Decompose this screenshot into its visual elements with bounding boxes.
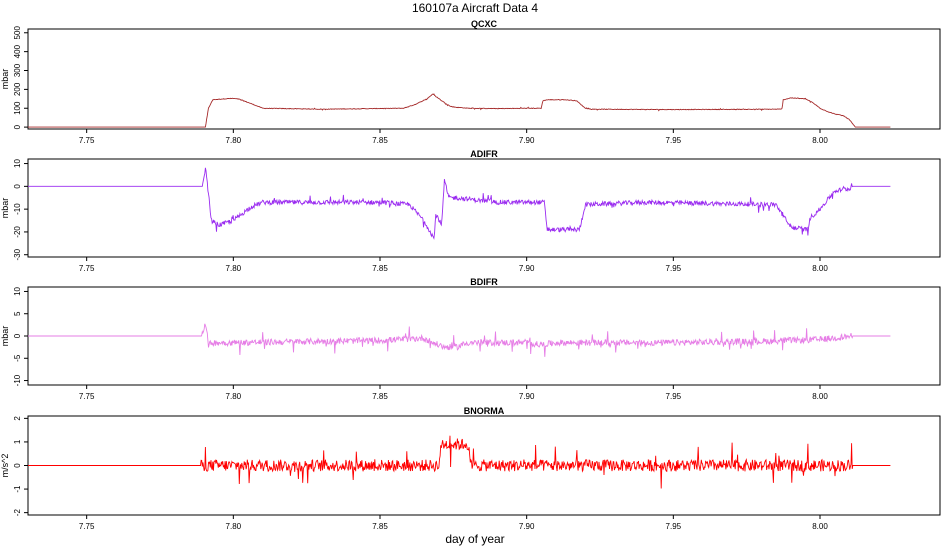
series-line [28, 435, 891, 489]
y-axis-label: m/s^2 [0, 454, 10, 478]
y-tick-label: 2 [13, 416, 22, 421]
x-tick-label: 7.80 [226, 136, 242, 145]
x-tick-label: 7.80 [226, 264, 242, 273]
panel-title: BDIFR [470, 277, 498, 287]
y-tick-label: -10 [13, 203, 22, 215]
y-axis-label: mbar [0, 198, 10, 219]
y-tick-label: -1 [13, 485, 22, 493]
series-line [28, 167, 891, 240]
x-tick-label: 7.75 [79, 136, 95, 145]
series-line [28, 323, 891, 357]
x-tick-label: 7.80 [226, 392, 242, 401]
x-tick-label: 8.00 [812, 392, 828, 401]
x-tick-label: 7.85 [372, 392, 388, 401]
panel-bnorma: BNORMA m/s^2 7.75 7.80 7.85 7.90 7.95 8.00 -2 -1 0… [0, 406, 941, 531]
x-tick-label: 7.95 [666, 264, 682, 273]
panel-qcxc: QCXC mbar 7.75 7.80 7.85 7.90 7.95 8.00 0 100 200 3… [0, 19, 941, 145]
x-tick-label: 7.85 [372, 264, 388, 273]
panel-adifr: ADIFR mbar 7.75 7.80 7.85 7.90 7.95 8.00 -30 -20 -… [0, 149, 941, 273]
x-tick-label: 8.00 [812, 522, 828, 531]
figure-title: 160107a Aircraft Data 4 [412, 1, 538, 15]
y-tick-label: -2 [13, 509, 22, 517]
y-tick-label: 100 [13, 101, 22, 115]
x-tick-label: 7.90 [519, 136, 535, 145]
y-tick-label: -30 [13, 248, 22, 260]
y-tick-label: -5 [13, 354, 22, 362]
x-tick-label: 7.75 [79, 522, 95, 531]
y-tick-label: 10 [13, 286, 22, 295]
y-tick-label: -10 [13, 374, 22, 386]
y-tick-label: 300 [13, 63, 22, 77]
y-axis-label: mbar [0, 326, 10, 347]
y-tick-label: 400 [13, 44, 22, 58]
x-tick-label: 7.80 [226, 522, 242, 531]
x-tick-label: 7.75 [79, 264, 95, 273]
x-tick-label: 7.85 [372, 136, 388, 145]
y-tick-label: 500 [13, 26, 22, 40]
x-tick-label: 7.90 [519, 522, 535, 531]
y-tick-label: 1 [13, 439, 22, 444]
y-tick-label: 10 [13, 159, 22, 168]
panel-title: BNORMA [464, 406, 505, 416]
y-tick-label: 5 [13, 311, 22, 316]
y-tick-label: 200 [13, 82, 22, 96]
x-tick-label: 7.90 [519, 264, 535, 273]
plot-frame [27, 28, 941, 130]
y-axis-label: mbar [0, 69, 10, 90]
y-tick-label: 0 [13, 184, 22, 189]
panel-title: QCXC [471, 19, 498, 29]
panel-bdifr: BDIFR mbar 7.75 7.80 7.85 7.90 7.95 8.00 -10 -5 0 5… [0, 277, 941, 401]
y-tick-label: 0 [13, 463, 22, 468]
y-tick-label: 0 [13, 124, 22, 129]
series-line [28, 93, 891, 128]
y-tick-label: 0 [13, 333, 22, 338]
x-tick-label: 7.95 [666, 392, 682, 401]
x-tick-label: 8.00 [812, 136, 828, 145]
x-tick-label: 7.95 [666, 136, 682, 145]
panel-title: ADIFR [470, 149, 498, 159]
x-tick-label: 7.90 [519, 392, 535, 401]
plot-frame [27, 158, 941, 258]
x-tick-label: 7.95 [666, 522, 682, 531]
x-tick-label: 8.00 [812, 264, 828, 273]
x-axis-label: day of year [445, 532, 504, 546]
x-tick-label: 7.75 [79, 392, 95, 401]
y-tick-label: -20 [13, 226, 22, 238]
x-tick-label: 7.85 [372, 522, 388, 531]
